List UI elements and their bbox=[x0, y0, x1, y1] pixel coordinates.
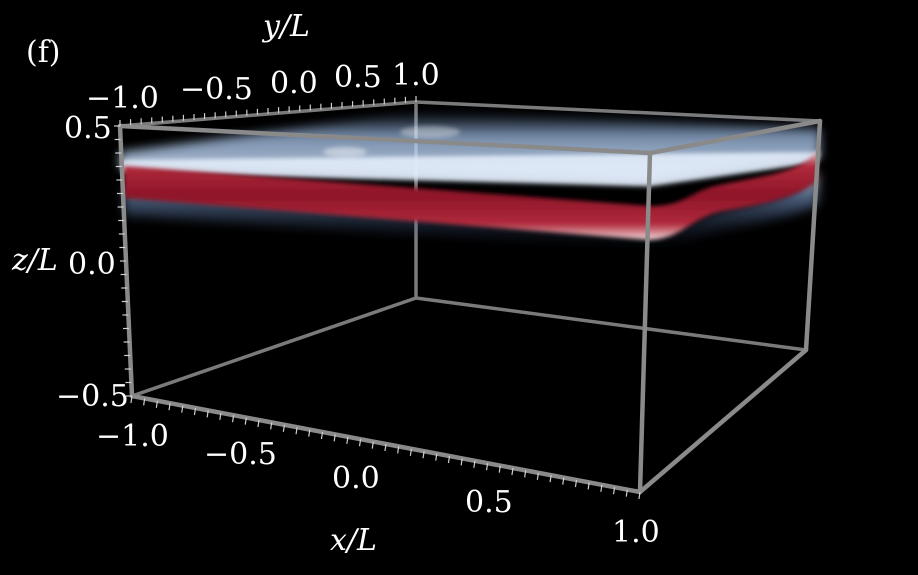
minor-tick bbox=[257, 419, 260, 428]
minor-tick bbox=[282, 424, 285, 432]
z-tick-label: 0.0 bbox=[68, 247, 116, 282]
minor-tick bbox=[320, 431, 324, 440]
z-tick-label: 0.5 bbox=[64, 111, 112, 146]
z-tick-label: −0.5 bbox=[56, 379, 129, 414]
y-tick-label: 1.0 bbox=[392, 58, 440, 93]
interface-band bbox=[124, 150, 818, 240]
minor-tick bbox=[485, 463, 489, 471]
x-tick-label: −0.5 bbox=[204, 437, 277, 472]
minor-tick bbox=[168, 403, 171, 411]
minor-tick bbox=[206, 410, 209, 418]
minor-tick bbox=[612, 487, 616, 495]
minor-tick bbox=[270, 422, 273, 430]
minor-tick bbox=[638, 491, 641, 500]
minor-tick bbox=[447, 455, 451, 464]
minor-tick bbox=[409, 448, 412, 456]
minor-tick bbox=[346, 436, 349, 444]
minor-tick bbox=[498, 465, 501, 473]
minor-tick bbox=[524, 470, 527, 478]
minor-tick bbox=[511, 467, 514, 476]
z-axis-minor-ticks bbox=[114, 125, 132, 397]
minor-tick bbox=[143, 398, 146, 406]
y-tick-label: −1.0 bbox=[86, 81, 159, 116]
panel-label: (f) bbox=[26, 35, 61, 70]
minor-tick bbox=[181, 405, 184, 413]
x-tick-label: 0.5 bbox=[465, 485, 513, 520]
minor-tick bbox=[625, 489, 628, 497]
minor-tick bbox=[587, 482, 590, 490]
minor-tick bbox=[422, 451, 425, 459]
minor-tick bbox=[295, 427, 298, 435]
minor-tick bbox=[219, 412, 222, 420]
minor-tick bbox=[562, 477, 565, 485]
minor-tick bbox=[308, 429, 311, 437]
minor-tick bbox=[536, 472, 539, 480]
minor-tick bbox=[130, 395, 133, 404]
minor-tick bbox=[244, 417, 247, 425]
y-axis-minor-ticks bbox=[119, 96, 417, 126]
minor-tick bbox=[574, 479, 578, 488]
x-tick-label: 0.0 bbox=[332, 461, 380, 496]
y-tick-label: −0.5 bbox=[180, 72, 253, 107]
minor-tick bbox=[460, 458, 463, 466]
minor-tick bbox=[473, 460, 476, 468]
minor-tick bbox=[231, 415, 235, 423]
minor-tick bbox=[600, 484, 603, 492]
minor-tick bbox=[371, 441, 374, 449]
x-tick-label: 1.0 bbox=[612, 515, 660, 550]
x-axis-minor-ticks bbox=[130, 395, 641, 500]
minor-tick bbox=[435, 453, 438, 461]
minor-tick bbox=[549, 475, 552, 483]
x-axis-label: x/L bbox=[330, 523, 377, 558]
y-axis-label: y/L bbox=[261, 9, 310, 44]
y-tick-label: 0.0 bbox=[270, 66, 318, 101]
minor-tick bbox=[193, 407, 197, 416]
minor-tick bbox=[358, 439, 362, 447]
z-axis-label: z/L bbox=[11, 243, 58, 278]
upper-layer bbox=[120, 112, 820, 186]
y-tick-label: 0.5 bbox=[334, 60, 382, 95]
x-tick-label: −1.0 bbox=[96, 419, 169, 454]
minor-tick bbox=[333, 434, 336, 442]
minor-tick bbox=[384, 443, 387, 452]
minor-tick bbox=[155, 400, 158, 408]
minor-tick bbox=[397, 446, 400, 454]
